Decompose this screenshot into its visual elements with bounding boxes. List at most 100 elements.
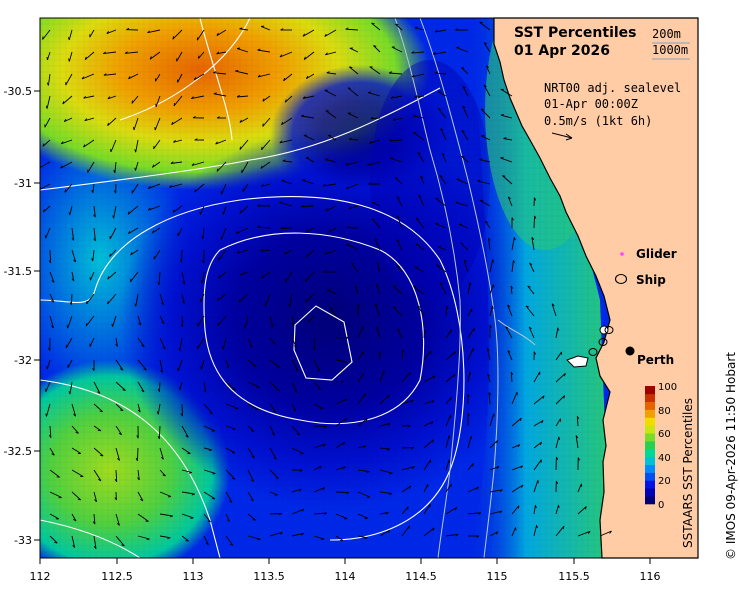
y-axis: -30.5 -31 -31.5 -32 -32.5 -33 <box>4 85 32 547</box>
y-tick-label: -31 <box>14 177 32 190</box>
credit-text: © IMOS 09-Apr-2026 11:50 Hobart <box>724 352 738 560</box>
colorbar-tick-label: 100 <box>658 382 677 393</box>
x-tick-label: 115 <box>487 570 508 583</box>
current-arrowhead <box>233 429 236 430</box>
current-arrow <box>336 492 349 493</box>
isobath-200m-label: 200m <box>652 27 681 41</box>
glider-icon <box>620 252 624 256</box>
current-arrow <box>270 514 282 515</box>
x-tick-label: 114 <box>335 570 356 583</box>
current-arrowhead <box>232 389 235 390</box>
current-arrowhead <box>372 23 375 24</box>
current-arrowhead <box>130 279 131 282</box>
perth-marker-icon <box>626 347 635 356</box>
current-arrowhead <box>47 57 48 60</box>
y-tick-label: -30.5 <box>4 85 32 98</box>
isobath-1000m-label: 1000m <box>652 43 688 57</box>
current-arrowhead <box>384 371 385 374</box>
y-tick-label: -32 <box>14 354 32 367</box>
current-arrowhead <box>282 180 285 181</box>
current-arrowhead <box>321 539 324 540</box>
colorbar-swatch <box>645 386 655 394</box>
current-arrowhead <box>133 127 134 130</box>
x-tick-label: 112.5 <box>101 570 133 583</box>
current-arrowhead <box>302 180 305 181</box>
colorbar-swatch <box>645 417 655 425</box>
colorbar-tick-label: 0 <box>658 500 664 511</box>
vector-source-label: NRT00 adj. sealevel <box>544 81 681 95</box>
x-axis: 112 112.5 113 113.5 114 114.5 115 115.5 … <box>30 570 661 583</box>
current-arrowhead <box>43 37 44 40</box>
colorbar-tick-label: 60 <box>658 429 671 440</box>
x-tick-label: 115.5 <box>558 570 590 583</box>
colorbar-swatch <box>645 402 655 410</box>
current-arrowhead <box>108 301 109 304</box>
colorbar <box>645 386 655 504</box>
x-tick-label: 112 <box>30 570 51 583</box>
current-arrow <box>160 382 161 392</box>
colorbar-swatch <box>645 488 655 496</box>
current-arrowhead <box>112 324 113 327</box>
colorbar-swatch <box>645 394 655 402</box>
current-arrowhead <box>100 455 103 456</box>
y-tick-label: -32.5 <box>4 445 32 458</box>
current-arrowhead <box>494 414 495 417</box>
x-tick-label: 113 <box>183 570 204 583</box>
colorbar-swatch <box>645 425 655 433</box>
current-arrow <box>281 228 292 229</box>
current-arrowhead <box>262 147 263 150</box>
colorbar-swatch <box>645 449 655 457</box>
current-arrowhead <box>461 156 464 157</box>
vector-scale-label: 0.5m/s (1kt 6h) <box>544 114 652 128</box>
colorbar-swatch <box>645 473 655 481</box>
current-arrowhead <box>213 473 216 474</box>
current-arrowhead <box>263 124 264 127</box>
colorbar-label: SSTAARS SST Percentiles <box>681 398 695 548</box>
current-arrowhead <box>218 323 219 326</box>
current-arrowhead <box>449 460 450 463</box>
x-tick-label: 113.5 <box>253 570 285 583</box>
current-arrowhead <box>493 285 494 288</box>
current-arrowhead <box>253 366 256 367</box>
current-arrow <box>137 448 138 461</box>
current-arrow <box>50 250 51 263</box>
current-arrowhead <box>198 56 199 59</box>
map-title: SST Percentiles <box>514 25 637 41</box>
current-arrowhead <box>563 526 564 529</box>
current-arrowhead <box>348 88 351 89</box>
current-arrowhead <box>473 463 474 466</box>
current-arrow <box>314 426 327 427</box>
current-arrowhead <box>538 480 539 483</box>
current-arrowhead <box>67 325 68 328</box>
current-arrowhead <box>410 372 411 375</box>
current-arrowhead <box>253 520 256 521</box>
colorbar-tick-label: 80 <box>658 406 671 417</box>
current-arrowhead <box>178 368 179 371</box>
x-tick-label: 116 <box>640 570 661 583</box>
current-arrowhead <box>240 147 241 150</box>
ship-label: Ship <box>636 273 666 287</box>
colorbar-swatch <box>645 410 655 418</box>
colorbar-swatch <box>645 465 655 473</box>
x-tick-label: 114.5 <box>405 570 437 583</box>
y-tick-label: -33 <box>14 534 32 547</box>
current-arrowhead <box>349 67 352 68</box>
vector-time-label: 01-Apr 00:00Z <box>544 97 638 111</box>
current-arrowhead <box>174 103 175 106</box>
current-arrowhead <box>480 22 483 23</box>
current-arrow <box>159 426 160 439</box>
current-arrowhead <box>277 367 280 368</box>
current-arrowhead <box>100 411 103 412</box>
current-arrowhead <box>237 48 240 49</box>
current-arrow <box>182 404 183 416</box>
current-arrowhead <box>408 507 409 510</box>
city-label-perth: Perth <box>637 353 674 367</box>
current-arrow <box>71 294 72 305</box>
current-arrowhead <box>500 158 503 159</box>
colorbar-tick-label: 40 <box>658 453 671 464</box>
current-arrowhead <box>390 158 393 159</box>
colorbar-swatch <box>645 496 655 504</box>
current-arrowhead <box>47 366 48 369</box>
y-tick-label: -31.5 <box>4 265 32 278</box>
